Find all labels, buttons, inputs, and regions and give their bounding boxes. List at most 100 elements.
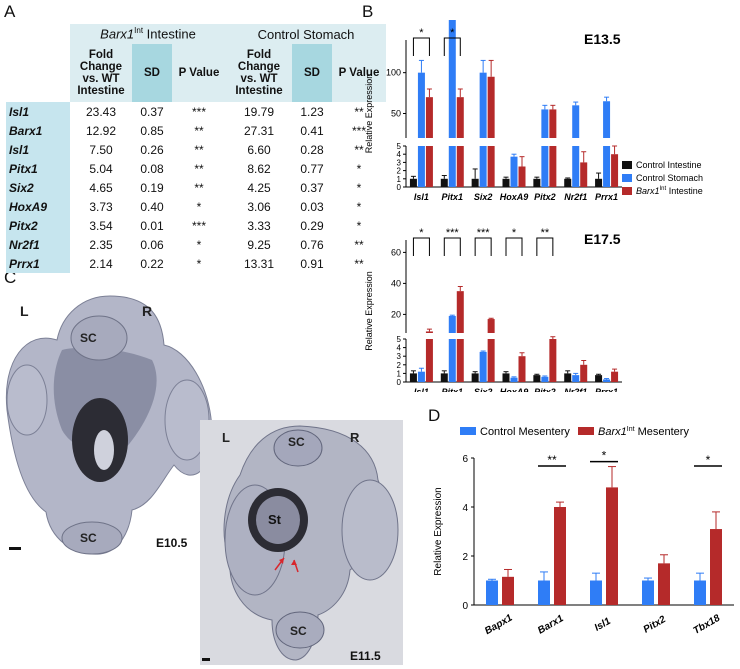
x-tick-label: Six2	[474, 387, 493, 392]
table-cell: 0.76	[300, 237, 324, 252]
col-header-fold-change: Fold Change vs. WT Intestine	[70, 44, 132, 102]
y-tick-label: 2	[397, 361, 402, 370]
table-cell: 19.79	[243, 104, 275, 119]
bar	[572, 105, 580, 138]
table-row: Nr2f1 2.35 0.06 * 9.25 0.76 **	[6, 235, 386, 254]
y-tick-label: 3	[397, 352, 402, 361]
e11-5-spinal-cord-top: SC	[288, 435, 305, 449]
bar	[541, 376, 549, 382]
table-cell: *	[196, 256, 202, 271]
table-cell: 0.37	[300, 180, 324, 195]
x-tick-label: Pitx2	[534, 192, 556, 202]
e11-5-section-image: L R SC St SC E11.5	[200, 420, 403, 665]
gene-name: Pitx2	[6, 216, 70, 235]
e10-5-left-label: L	[20, 303, 29, 319]
table-cell: 0.26	[140, 142, 164, 157]
bar	[471, 178, 479, 187]
table-cell: 3.73	[89, 199, 113, 214]
x-tick-label: Barx1	[536, 613, 566, 637]
significance-label: *	[419, 227, 424, 239]
x-tick-label: Six2	[474, 192, 493, 202]
bar	[611, 371, 619, 382]
table-row: Prrx1 2.14 0.22 * 13.31 0.91 **	[6, 254, 386, 273]
bar	[518, 356, 526, 382]
bar	[694, 580, 706, 605]
x-tick-label: Pitx2	[534, 387, 556, 392]
e11-5-right-label: R	[350, 430, 360, 445]
bar	[595, 375, 603, 382]
legend-label: Control Mesentery	[480, 426, 570, 438]
gene-name: HoxA9	[6, 197, 70, 216]
table-cell: **	[354, 142, 364, 157]
y-tick-label: 2	[397, 167, 402, 176]
bar	[440, 373, 448, 382]
col-header-fold-change: Fold Change vs. WT Intestine	[226, 44, 292, 102]
table-cell: *	[196, 199, 202, 214]
bar	[425, 97, 433, 138]
table-cell: 0.03	[300, 199, 324, 214]
table-cell: 5.04	[89, 161, 113, 176]
legend-label: Control Intestine	[636, 160, 702, 170]
y-tick-label: 2	[462, 552, 468, 563]
col-header-sd: SD	[132, 44, 172, 102]
col-header-p-value: P Value	[172, 44, 226, 102]
bar	[487, 339, 495, 382]
bar	[510, 156, 518, 187]
table-cell: *	[196, 237, 202, 252]
significance-bracket	[505, 237, 523, 256]
x-tick-label: Bapx1	[483, 612, 515, 637]
e11-5-section: L R SC St SC E11.5	[200, 420, 403, 665]
table-cell: 12.92	[85, 123, 117, 138]
gene-name: Six2	[6, 178, 70, 197]
e10-5-stage-label: E10.5	[156, 536, 188, 550]
bar	[486, 580, 498, 605]
bar	[448, 339, 456, 382]
fold-change-table: Barx1Int Intestine Control Stomach Fold …	[6, 24, 386, 273]
gene-name: Barx1	[6, 121, 70, 140]
bar	[425, 146, 433, 187]
x-tick-label: Tbx18	[691, 613, 722, 637]
bar	[538, 580, 550, 605]
y-tick-label: 4	[462, 503, 468, 514]
col-header-p-value: P Value	[332, 44, 386, 102]
table-cell: 8.62	[247, 161, 271, 176]
table-cell: ***	[351, 123, 366, 138]
bar	[425, 331, 433, 333]
bar	[448, 315, 456, 333]
bar	[409, 373, 417, 382]
table-cell: *	[356, 199, 362, 214]
table-cell: **	[194, 123, 204, 138]
legend-label: Barx1Int Intestine	[636, 186, 703, 196]
bar	[549, 146, 557, 187]
gene-name: Prrx1	[6, 254, 70, 273]
panel-d-mesentery-chart: 0 2 4 6 Relative Expression Bapx1 Barx1 Isl1 Pit…	[433, 426, 734, 637]
bar	[456, 339, 464, 382]
table-cell: 0.01	[140, 218, 164, 233]
legend-swatch	[460, 427, 476, 435]
e11-5-stage-label: E11.5	[350, 649, 381, 663]
panel-label-b: B	[362, 2, 374, 21]
bar	[518, 166, 526, 187]
bar	[642, 580, 654, 605]
significance-bracket	[443, 37, 461, 56]
gene-name: Nr2f1	[6, 235, 70, 254]
bar	[487, 319, 495, 333]
x-tick-label: HoxA9	[500, 387, 529, 392]
bar	[487, 146, 495, 187]
gene-name: Pitx1	[6, 159, 70, 178]
bar	[580, 162, 588, 187]
bar	[471, 373, 479, 382]
x-tick-label: HoxA9	[500, 192, 529, 202]
significance-label: **	[547, 453, 557, 467]
significance-label: **	[541, 227, 550, 239]
bar	[710, 529, 722, 605]
significance-label: *	[450, 27, 455, 39]
significance-bracket	[474, 237, 492, 256]
e11-5-stomach-label: St	[268, 512, 282, 527]
significance-bracket	[412, 37, 430, 56]
y-tick-label: 0	[462, 601, 468, 612]
table-cell: 3.33	[247, 218, 271, 233]
y-tick-label: 1	[397, 175, 402, 184]
bar	[541, 146, 549, 187]
y-tick-label: 50	[391, 109, 401, 119]
